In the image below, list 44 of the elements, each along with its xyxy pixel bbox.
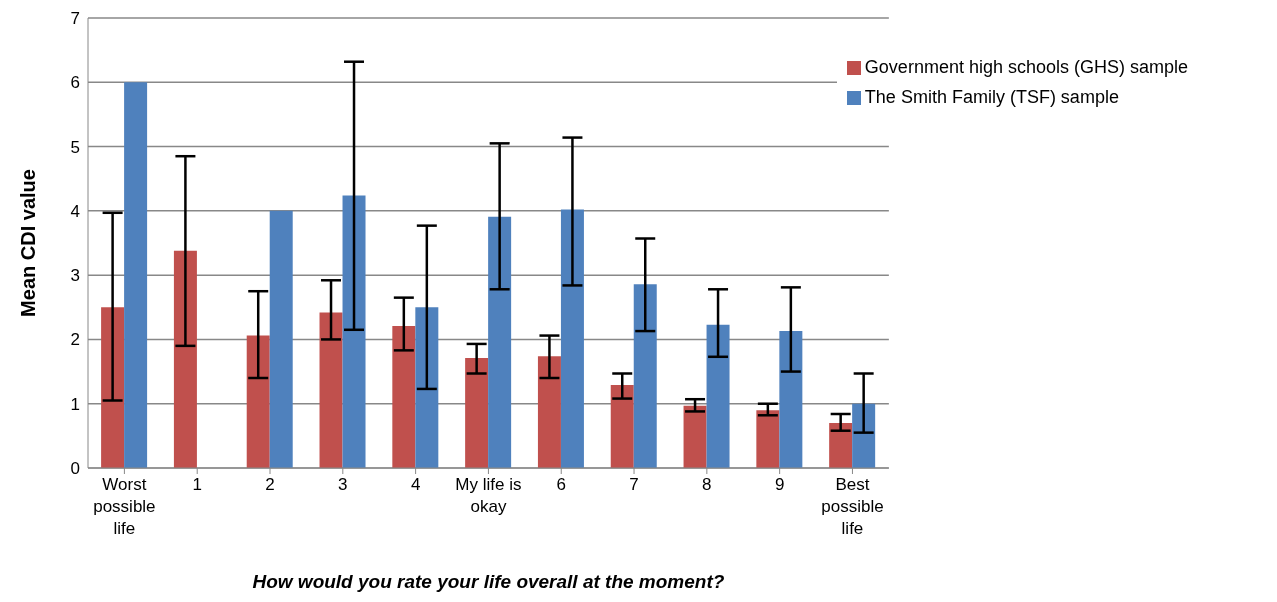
x-tick-label: 8 [702,475,712,494]
y-tick-label: 0 [70,459,80,479]
y-tick-label: 3 [70,266,80,286]
bar [465,358,489,468]
y-tick-label: 4 [70,201,80,221]
y-tick-label: 6 [70,73,80,93]
bar [852,403,876,468]
bar [633,284,657,468]
x-tick-label: Best possible life [821,475,884,538]
bar [537,356,561,468]
x-tick-label: My life is okay [455,475,522,516]
y-tick-label: 7 [70,9,80,29]
x-tick-label: 2 [265,475,275,494]
bar [101,307,125,468]
bar [173,250,197,468]
bar [392,325,416,468]
x-axis-title: How would you rate your life overall at the moment? [252,571,725,592]
x-tick-label: 9 [774,475,785,494]
bar [829,423,853,468]
bar [779,331,803,468]
x-tick-label: 1 [192,475,202,494]
bar [756,410,780,468]
bar [319,312,343,468]
y-tick-label: 1 [70,394,80,414]
bar [269,210,293,468]
y-tick-label: 2 [70,330,80,350]
x-tick-label: 6 [556,475,566,494]
x-tick-label: 7 [629,475,639,494]
bar [560,209,584,468]
x-tick-label: 4 [410,475,421,494]
bar [246,335,270,468]
bar [415,307,439,468]
legend-label: The Smith Family (TSF) sample [864,87,1119,107]
y-tick-label: 5 [70,137,80,157]
x-tick-label: 3 [338,475,348,494]
bar [124,82,148,468]
legend-label: Government high schools (GHS) sample [864,57,1188,77]
bar [683,405,707,468]
bar [488,216,512,468]
bar [706,324,730,468]
y-axis-title: Mean CDI value [17,169,40,317]
bar [610,385,634,468]
x-tick-label: Worst possible life [93,475,156,538]
bar [342,195,366,468]
